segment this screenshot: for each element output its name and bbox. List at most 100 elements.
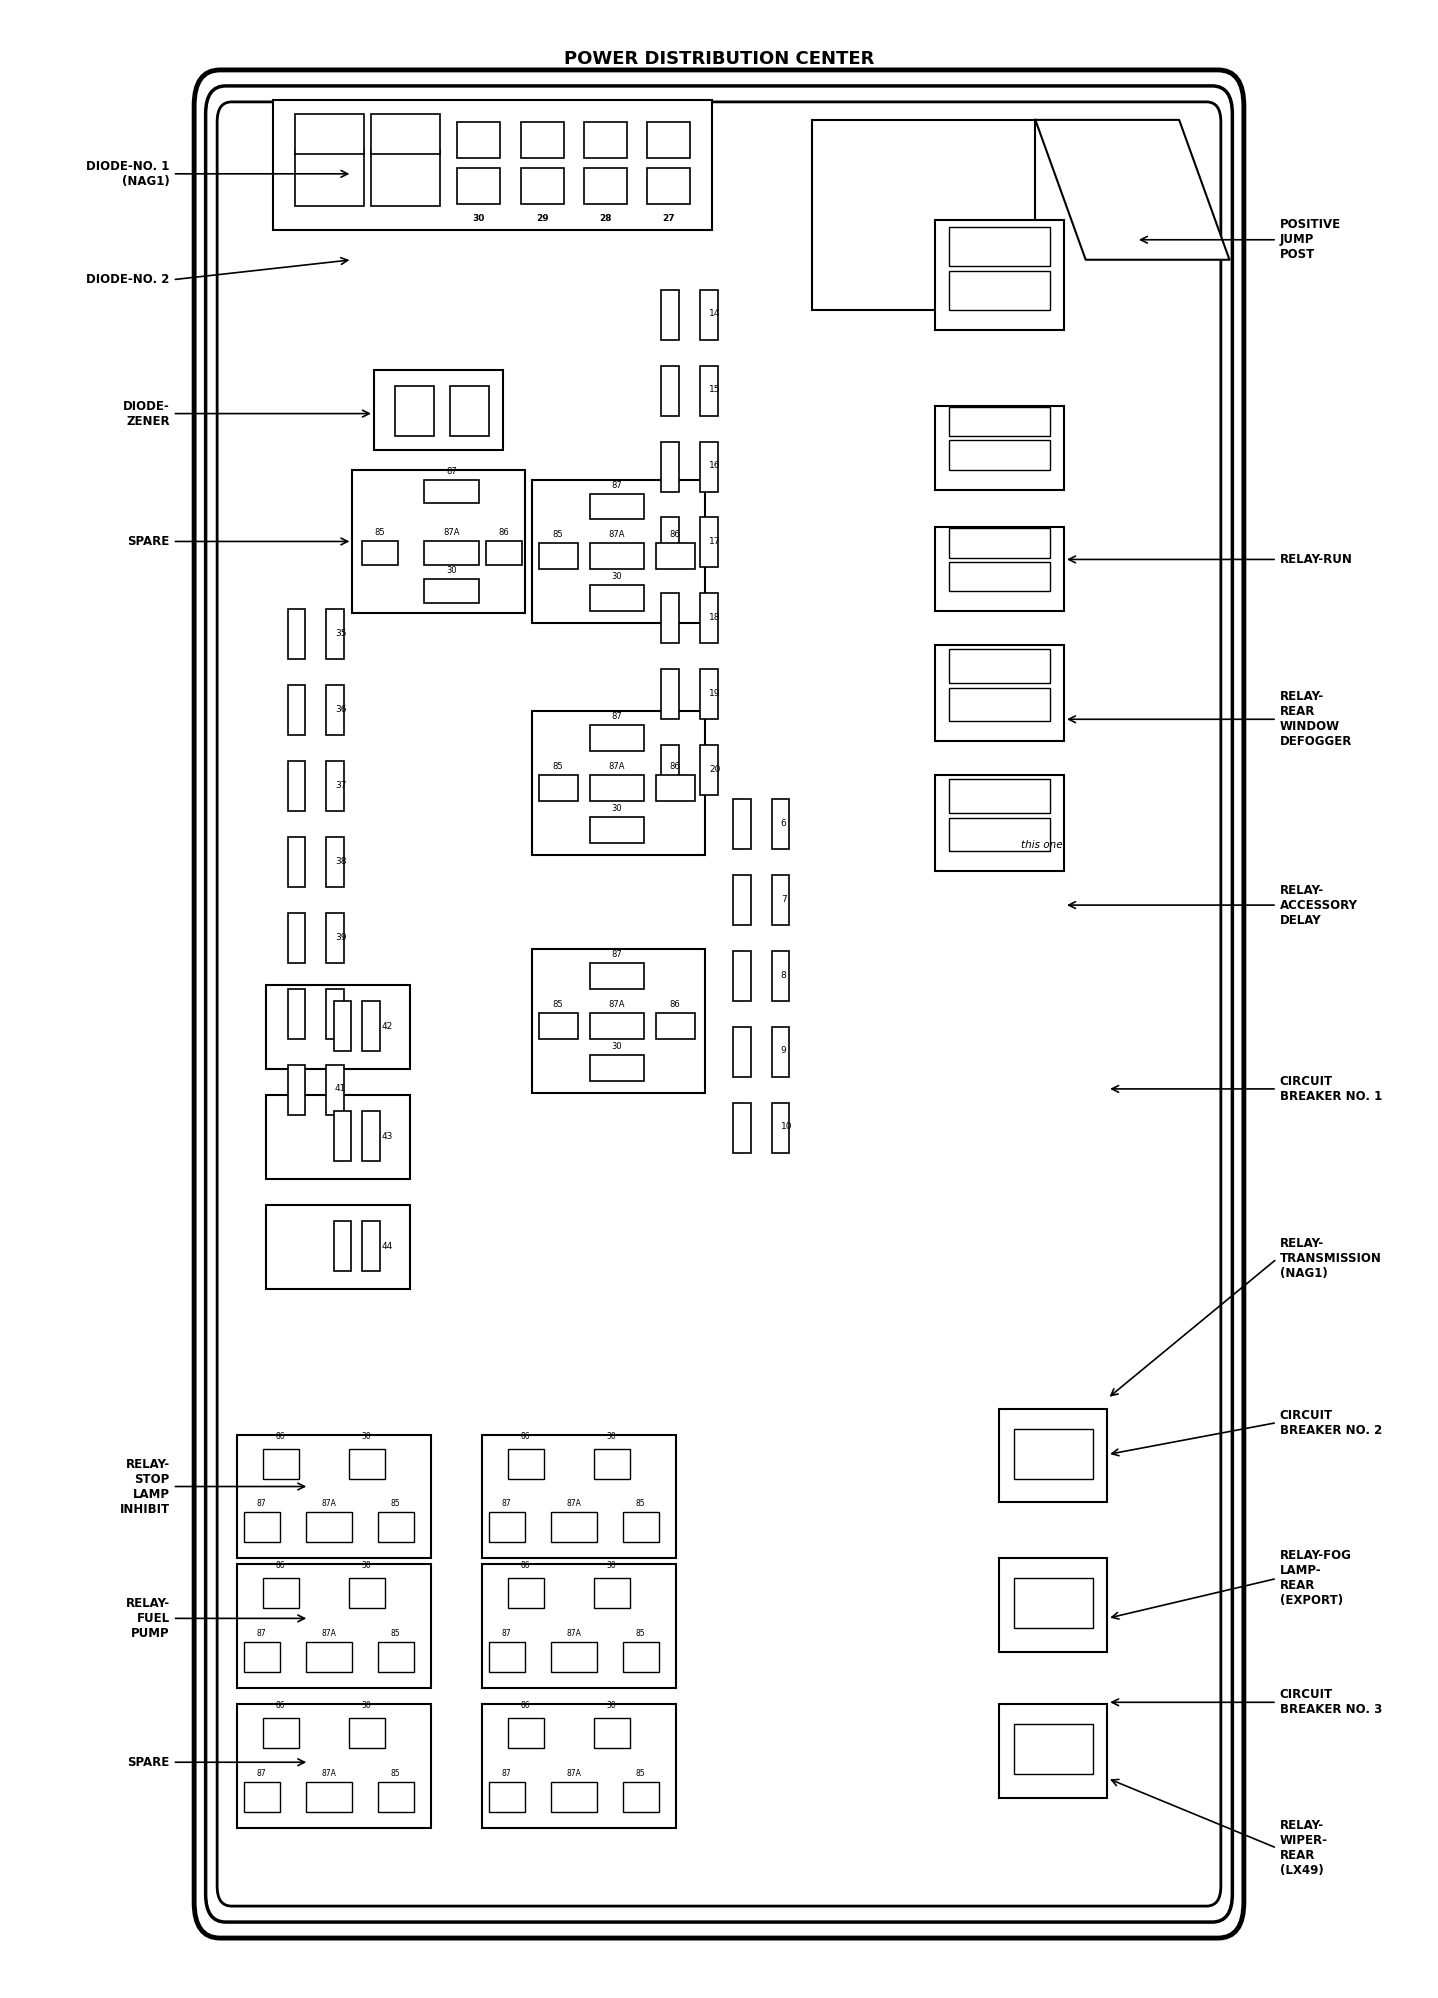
- Bar: [949, 527, 1050, 557]
- Text: 87A: 87A: [567, 1768, 581, 1778]
- Bar: [371, 150, 440, 206]
- Bar: [374, 370, 503, 450]
- Bar: [450, 386, 489, 436]
- Bar: [949, 561, 1050, 591]
- Text: 87: 87: [502, 1768, 510, 1778]
- Bar: [273, 100, 712, 230]
- Bar: [1014, 1429, 1093, 1479]
- Text: RELAY-
REAR
WINDOW
DEFOGGER: RELAY- REAR WINDOW DEFOGGER: [1280, 689, 1352, 749]
- Text: DIODE-
ZENER: DIODE- ZENER: [122, 400, 170, 428]
- Text: 87A: 87A: [608, 761, 626, 771]
- Text: 30: 30: [362, 1431, 371, 1441]
- Bar: [772, 1027, 789, 1077]
- Text: 38: 38: [335, 857, 347, 865]
- Text: 30: 30: [607, 1700, 615, 1710]
- Text: 4: 4: [949, 659, 956, 669]
- Bar: [326, 837, 344, 887]
- Bar: [288, 761, 305, 811]
- Bar: [700, 290, 718, 340]
- Text: 7: 7: [781, 895, 787, 903]
- Bar: [1014, 1578, 1093, 1628]
- Bar: [288, 685, 305, 735]
- Bar: [661, 517, 679, 567]
- Bar: [935, 406, 1064, 490]
- Bar: [539, 1013, 578, 1039]
- Bar: [266, 1095, 410, 1179]
- Bar: [590, 775, 644, 801]
- Text: CIRCUIT
BREAKER NO. 3: CIRCUIT BREAKER NO. 3: [1280, 1688, 1382, 1716]
- Text: 39: 39: [335, 933, 347, 941]
- Bar: [594, 1449, 630, 1479]
- Text: RELAY-
TRANSMISSION
(NAG1): RELAY- TRANSMISSION (NAG1): [1280, 1237, 1382, 1281]
- Bar: [424, 579, 479, 603]
- Bar: [590, 963, 644, 989]
- Text: 86: 86: [276, 1560, 285, 1570]
- Bar: [288, 609, 305, 659]
- Bar: [584, 122, 627, 158]
- Bar: [349, 1718, 385, 1748]
- Text: 30: 30: [607, 1560, 615, 1570]
- Bar: [584, 168, 627, 204]
- Bar: [486, 541, 522, 565]
- Bar: [508, 1578, 544, 1608]
- Text: POSITIVE
JUMP
POST: POSITIVE JUMP POST: [1280, 218, 1342, 262]
- Bar: [733, 1103, 751, 1153]
- Bar: [237, 1564, 431, 1688]
- Bar: [349, 1578, 385, 1608]
- Text: 87: 87: [502, 1498, 510, 1508]
- Bar: [647, 122, 690, 158]
- Bar: [266, 985, 410, 1069]
- Bar: [935, 220, 1064, 330]
- Text: this one: this one: [1021, 839, 1063, 851]
- Text: 44: 44: [381, 1243, 393, 1251]
- Text: 8: 8: [781, 971, 787, 979]
- Text: SPARE: SPARE: [128, 535, 170, 547]
- Text: DIODE-NO. 2: DIODE-NO. 2: [86, 274, 170, 286]
- Text: 10: 10: [781, 1123, 792, 1131]
- Bar: [623, 1512, 659, 1542]
- Text: 37: 37: [335, 781, 347, 789]
- Text: 86: 86: [276, 1700, 285, 1710]
- Bar: [812, 120, 1035, 310]
- Bar: [326, 685, 344, 735]
- Text: RELAY-
FUEL
PUMP: RELAY- FUEL PUMP: [125, 1596, 170, 1640]
- Bar: [935, 645, 1064, 741]
- Bar: [532, 480, 705, 623]
- Text: 30: 30: [362, 1700, 371, 1710]
- Bar: [661, 669, 679, 719]
- Bar: [539, 775, 578, 801]
- Bar: [772, 875, 789, 925]
- Bar: [326, 761, 344, 811]
- Bar: [362, 1001, 380, 1051]
- Text: 85: 85: [552, 999, 564, 1009]
- Bar: [647, 168, 690, 204]
- Text: 30: 30: [611, 1041, 623, 1051]
- Bar: [334, 1111, 351, 1161]
- Bar: [334, 1001, 351, 1051]
- Bar: [395, 386, 434, 436]
- Text: 85: 85: [391, 1498, 400, 1508]
- Bar: [999, 1558, 1107, 1652]
- Bar: [700, 669, 718, 719]
- Text: RELAY-
STOP
LAMP
INHIBIT: RELAY- STOP LAMP INHIBIT: [119, 1457, 170, 1516]
- Text: 85: 85: [636, 1498, 644, 1508]
- Bar: [661, 745, 679, 795]
- Bar: [949, 440, 1050, 470]
- Text: 42: 42: [381, 1023, 393, 1031]
- Bar: [508, 1718, 544, 1748]
- Text: 2: 2: [949, 420, 956, 430]
- Text: 87A: 87A: [567, 1498, 581, 1508]
- Bar: [590, 543, 644, 569]
- Bar: [772, 951, 789, 1001]
- Bar: [733, 951, 751, 1001]
- Text: 20: 20: [709, 765, 720, 773]
- Text: 86: 86: [521, 1431, 529, 1441]
- Bar: [288, 913, 305, 963]
- Text: 40: 40: [335, 1009, 347, 1017]
- Text: 87: 87: [257, 1768, 266, 1778]
- Text: 87A: 87A: [567, 1628, 581, 1638]
- Text: 30: 30: [611, 803, 623, 813]
- Text: 87: 87: [257, 1498, 266, 1508]
- Text: 35: 35: [335, 629, 347, 637]
- Text: 86: 86: [521, 1560, 529, 1570]
